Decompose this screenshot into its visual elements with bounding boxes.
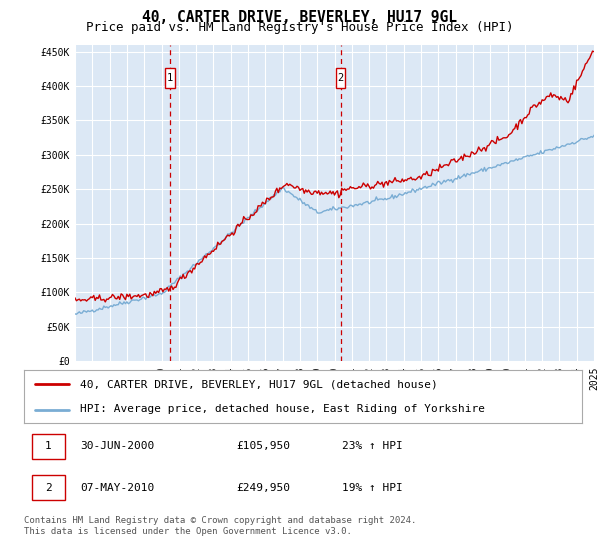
Text: 23% ↑ HPI: 23% ↑ HPI <box>342 441 403 451</box>
FancyBboxPatch shape <box>32 433 65 459</box>
Text: 30-JUN-2000: 30-JUN-2000 <box>80 441 154 451</box>
FancyBboxPatch shape <box>336 68 346 88</box>
Text: Contains HM Land Registry data © Crown copyright and database right 2024.
This d: Contains HM Land Registry data © Crown c… <box>24 516 416 536</box>
FancyBboxPatch shape <box>32 475 65 500</box>
Text: £105,950: £105,950 <box>236 441 290 451</box>
Text: 40, CARTER DRIVE, BEVERLEY, HU17 9GL: 40, CARTER DRIVE, BEVERLEY, HU17 9GL <box>143 10 458 25</box>
Text: £249,950: £249,950 <box>236 483 290 493</box>
Text: 1: 1 <box>167 73 173 83</box>
Text: 2: 2 <box>45 483 52 493</box>
Text: HPI: Average price, detached house, East Riding of Yorkshire: HPI: Average price, detached house, East… <box>80 404 485 414</box>
FancyBboxPatch shape <box>166 68 175 88</box>
Text: 40, CARTER DRIVE, BEVERLEY, HU17 9GL (detached house): 40, CARTER DRIVE, BEVERLEY, HU17 9GL (de… <box>80 380 437 390</box>
Text: 1: 1 <box>45 441 52 451</box>
Text: Price paid vs. HM Land Registry's House Price Index (HPI): Price paid vs. HM Land Registry's House … <box>86 21 514 34</box>
Text: 07-MAY-2010: 07-MAY-2010 <box>80 483 154 493</box>
Text: 19% ↑ HPI: 19% ↑ HPI <box>342 483 403 493</box>
Text: 2: 2 <box>337 73 344 83</box>
